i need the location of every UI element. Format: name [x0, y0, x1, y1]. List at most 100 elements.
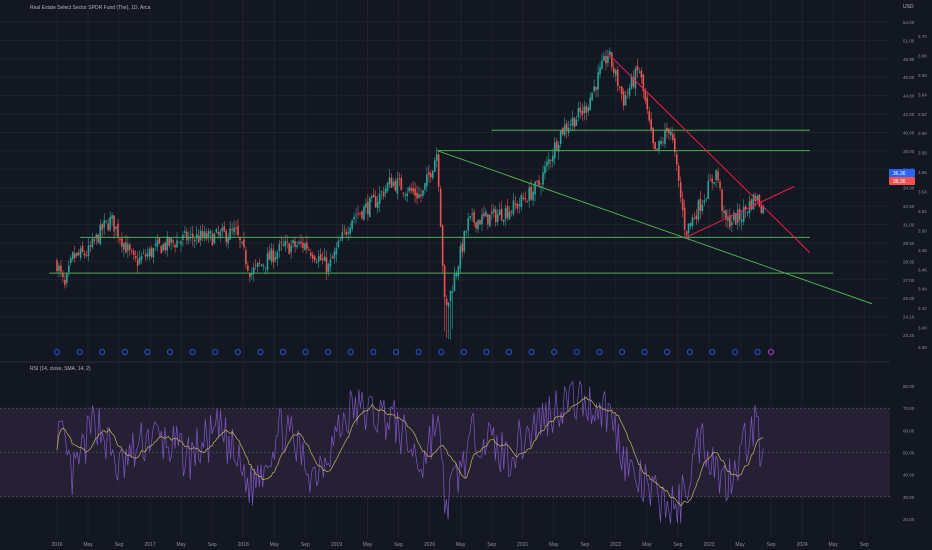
- dividend-marker[interactable]: [99, 348, 106, 355]
- trend-line[interactable]: [685, 185, 795, 238]
- candle-body: [756, 195, 759, 201]
- countdown-text: 36.36: [893, 179, 906, 185]
- dividend-marker[interactable]: [754, 348, 761, 355]
- dividend-marker[interactable]: [641, 348, 648, 355]
- candle-body: [479, 219, 481, 225]
- y-tick-label: 25.00: [903, 296, 915, 301]
- candle-body: [733, 212, 735, 221]
- candle-body: [575, 119, 578, 126]
- candle-body: [512, 200, 515, 215]
- candle-body: [508, 211, 511, 220]
- candle-body: [79, 248, 82, 258]
- dividend-marker[interactable]: [121, 348, 128, 355]
- dividend-marker[interactable]: [551, 348, 558, 355]
- dividend-marker[interactable]: [257, 348, 264, 355]
- event-markers[interactable]: [54, 348, 775, 355]
- candle-body: [477, 220, 479, 230]
- candle-body: [372, 194, 375, 198]
- candle-body: [101, 223, 104, 231]
- x-tick-label: 2017: [145, 542, 156, 548]
- candle-body: [374, 196, 377, 208]
- candle-body: [87, 245, 90, 257]
- y-log-tick-label: 3.44: [918, 287, 927, 292]
- candle-body: [313, 256, 316, 261]
- dividend-marker[interactable]: [302, 348, 309, 355]
- candle-body: [664, 130, 666, 145]
- candle-body: [532, 191, 534, 201]
- dividend-marker[interactable]: [460, 348, 467, 355]
- candle-body: [603, 55, 605, 61]
- dividend-marker[interactable]: [54, 348, 61, 355]
- dividend-marker[interactable]: [76, 348, 83, 355]
- dividend-marker[interactable]: [347, 348, 354, 355]
- candle-body: [697, 200, 700, 220]
- candle-body: [252, 267, 255, 274]
- y-tick-label: 24.10: [903, 315, 915, 320]
- dividend-marker[interactable]: [686, 348, 693, 355]
- candle-body: [115, 226, 117, 229]
- candle-body: [386, 182, 389, 192]
- candle-body: [571, 117, 574, 126]
- x-tick-label: Sep: [673, 542, 682, 548]
- dividend-marker[interactable]: [664, 348, 671, 355]
- candle-body: [424, 183, 426, 190]
- x-tick-label: 2022: [610, 542, 621, 548]
- candle-body: [103, 220, 106, 228]
- dividend-marker[interactable]: [619, 348, 626, 355]
- candle-body: [371, 196, 373, 198]
- dividend-marker[interactable]: [573, 348, 580, 355]
- candle-body: [213, 233, 216, 244]
- dividend-marker[interactable]: [166, 348, 173, 355]
- candle-body: [483, 213, 485, 216]
- rsi-tick-label: 60.00: [903, 428, 915, 433]
- dividend-marker[interactable]: [392, 348, 399, 355]
- dividend-marker[interactable]: [528, 348, 535, 355]
- dividend-marker[interactable]: [370, 348, 377, 355]
- candle-body: [321, 258, 324, 260]
- dividend-marker[interactable]: [325, 348, 332, 355]
- candle-body: [736, 209, 739, 223]
- candle-body: [380, 191, 383, 193]
- candle-body: [382, 192, 385, 197]
- candle-body: [363, 206, 365, 220]
- x-tick-label: 2021: [517, 542, 528, 548]
- candle-body: [441, 225, 444, 266]
- candle-body: [439, 188, 442, 227]
- candle-body: [693, 217, 696, 219]
- earnings-marker[interactable]: [768, 348, 775, 355]
- dividend-marker[interactable]: [596, 348, 603, 355]
- dividend-marker[interactable]: [279, 348, 286, 355]
- dividend-marker[interactable]: [709, 348, 716, 355]
- candle-body: [323, 256, 326, 262]
- candle-body: [646, 97, 649, 110]
- candle-body: [559, 130, 562, 145]
- dividend-marker[interactable]: [732, 348, 739, 355]
- candle-body: [744, 206, 747, 210]
- y-tick-label: 34.00: [903, 186, 915, 191]
- candle-body: [522, 197, 525, 199]
- y-log-tick-label: 3.48: [918, 248, 927, 253]
- dividend-marker[interactable]: [212, 348, 219, 355]
- candle-body: [431, 170, 434, 178]
- candle-body: [341, 232, 344, 240]
- candle-body: [83, 253, 86, 256]
- drawn-lines[interactable]: [49, 53, 873, 305]
- candle-body: [73, 253, 76, 259]
- candle-body: [365, 203, 367, 208]
- dividend-marker[interactable]: [505, 348, 512, 355]
- dividend-marker[interactable]: [234, 348, 241, 355]
- trend-line[interactable]: [437, 150, 873, 305]
- dividend-marker[interactable]: [144, 348, 151, 355]
- candle-body: [400, 178, 403, 191]
- candle-body: [672, 134, 674, 140]
- dividend-marker[interactable]: [415, 348, 422, 355]
- dividend-marker[interactable]: [483, 348, 490, 355]
- candle-body: [746, 211, 749, 213]
- dividend-marker[interactable]: [189, 348, 196, 355]
- trend-line[interactable]: [607, 53, 811, 254]
- x-tick-label: Sep: [580, 542, 589, 548]
- candle-body: [406, 193, 409, 197]
- dividend-marker[interactable]: [438, 348, 445, 355]
- candle-body: [681, 198, 684, 210]
